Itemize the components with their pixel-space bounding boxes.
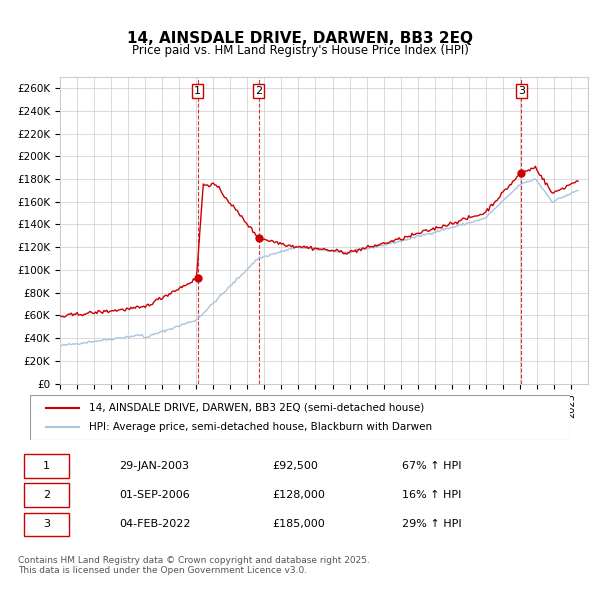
Text: 14, AINSDALE DRIVE, DARWEN, BB3 2EQ (semi-detached house): 14, AINSDALE DRIVE, DARWEN, BB3 2EQ (sem… [89, 403, 425, 412]
Text: £185,000: £185,000 [272, 519, 325, 529]
Text: 1: 1 [43, 461, 50, 471]
Text: 2: 2 [43, 490, 50, 500]
FancyBboxPatch shape [30, 395, 570, 440]
FancyBboxPatch shape [23, 513, 69, 536]
Text: 29% ↑ HPI: 29% ↑ HPI [401, 519, 461, 529]
Text: 01-SEP-2006: 01-SEP-2006 [119, 490, 190, 500]
Text: 1: 1 [194, 86, 201, 96]
Text: 67% ↑ HPI: 67% ↑ HPI [401, 461, 461, 471]
Text: 04-FEB-2022: 04-FEB-2022 [119, 519, 191, 529]
Text: HPI: Average price, semi-detached house, Blackburn with Darwen: HPI: Average price, semi-detached house,… [89, 422, 433, 432]
Text: 14, AINSDALE DRIVE, DARWEN, BB3 2EQ: 14, AINSDALE DRIVE, DARWEN, BB3 2EQ [127, 31, 473, 46]
Text: £92,500: £92,500 [272, 461, 317, 471]
Text: Contains HM Land Registry data © Crown copyright and database right 2025.
This d: Contains HM Land Registry data © Crown c… [18, 556, 370, 575]
Text: 16% ↑ HPI: 16% ↑ HPI [401, 490, 461, 500]
FancyBboxPatch shape [23, 483, 69, 507]
Text: 29-JAN-2003: 29-JAN-2003 [119, 461, 190, 471]
Text: 3: 3 [43, 519, 50, 529]
Text: 2: 2 [255, 86, 262, 96]
Text: 3: 3 [518, 86, 525, 96]
Text: £128,000: £128,000 [272, 490, 325, 500]
Text: Price paid vs. HM Land Registry's House Price Index (HPI): Price paid vs. HM Land Registry's House … [131, 44, 469, 57]
FancyBboxPatch shape [23, 454, 69, 477]
